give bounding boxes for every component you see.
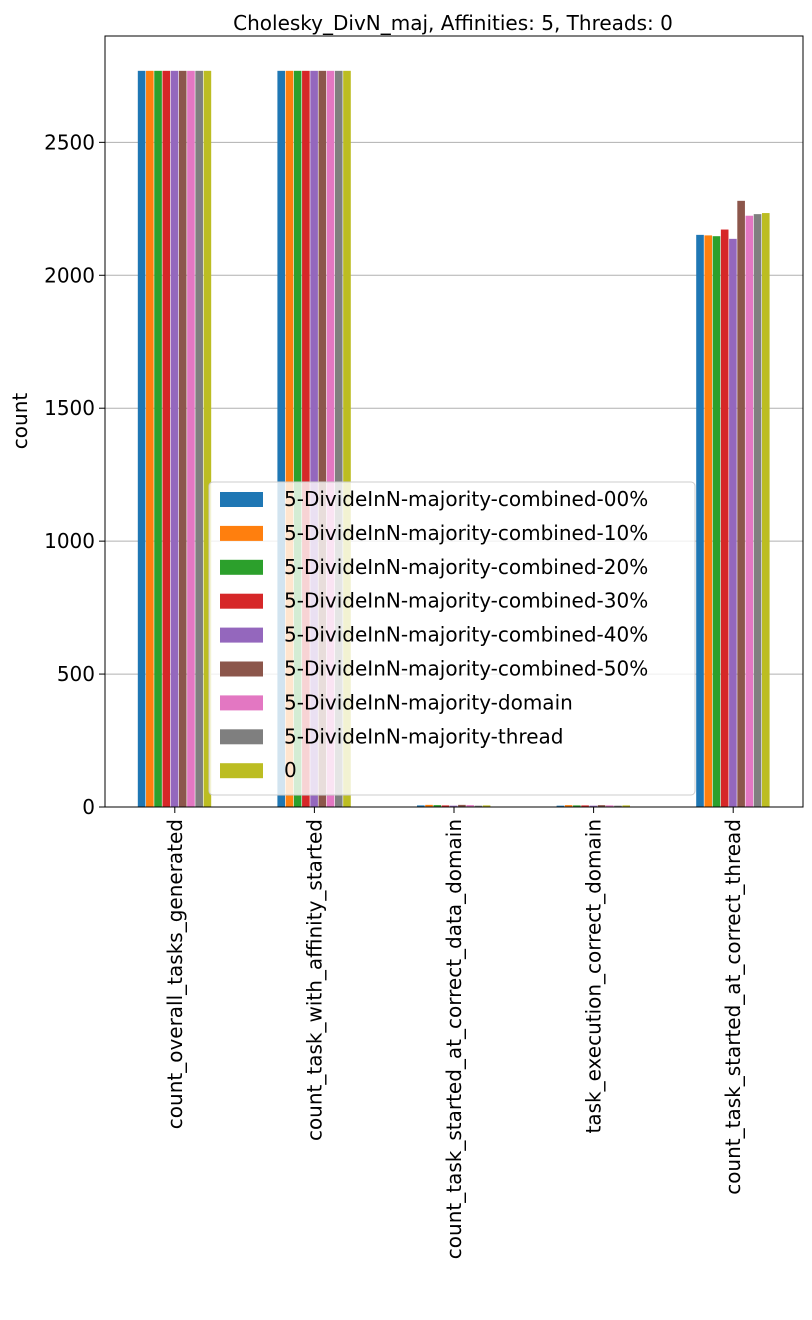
bar [597, 805, 606, 807]
y-tick-label: 500 [57, 662, 95, 686]
y-axis-title: count [8, 393, 32, 450]
legend: 5-DivideInN-majority-combined-00% 5-Divid… [208, 481, 696, 796]
bar [154, 70, 162, 807]
bar [729, 238, 737, 807]
bar [745, 215, 754, 807]
bar [556, 805, 565, 807]
x-tick-label: count_task_started_at_correct_data_domai… [442, 819, 466, 1259]
bar [441, 805, 450, 807]
y-tick-label: 2000 [44, 263, 95, 287]
bars [137, 70, 770, 808]
legend-swatch [220, 661, 263, 677]
bar [696, 234, 704, 808]
bar [573, 805, 581, 807]
bar [277, 70, 286, 807]
x-tick-label: count_task_with_affinity_started [302, 819, 326, 1141]
y-tick-label: 1500 [44, 396, 95, 420]
x-tick-label: count_overall_tasks_generated [163, 819, 187, 1129]
legend-swatch [220, 729, 263, 745]
bar [162, 70, 171, 807]
y-axis-ticks: 0 500 1000 1500 2000 2500 [44, 130, 105, 819]
legend-box [208, 481, 696, 796]
legend-swatch [220, 559, 263, 575]
x-tick-label: count_task_started_at_correct_thread [721, 819, 745, 1195]
bar [614, 805, 622, 807]
bar [146, 70, 154, 807]
legend-swatch [220, 492, 263, 507]
legend-label: 5-DivideInN-majority-combined-50% [284, 657, 648, 681]
legend-label: 5-DivideInN-majority-combined-40% [284, 623, 648, 647]
bar [449, 805, 458, 807]
bar [285, 70, 294, 807]
bar [310, 70, 318, 807]
bar [187, 70, 195, 807]
bar [425, 804, 433, 807]
x-tick-label: task_execution_correct_domain [582, 819, 606, 1134]
bar [334, 70, 343, 807]
bar [605, 805, 614, 807]
y-tick-label: 2500 [44, 130, 95, 154]
x-axis-ticks: count_overall_tasks_generated count_task_… [163, 807, 745, 1259]
bar [589, 805, 598, 807]
bar [564, 805, 573, 807]
bar [137, 70, 146, 807]
bar [761, 213, 770, 807]
bar [753, 214, 762, 808]
bar [482, 805, 491, 807]
legend-label: 5-DivideInN-majority-combined-30% [284, 589, 648, 613]
legend-label: 5-DivideInN-majority-domain [284, 690, 573, 714]
bar [195, 70, 203, 807]
chart-title: Cholesky_DivN_maj, Affinities: 5, Thread… [233, 11, 673, 35]
bar [433, 805, 442, 807]
bar [466, 805, 474, 807]
legend-swatch [220, 627, 263, 643]
legend-swatch [220, 695, 263, 711]
bar [712, 236, 721, 807]
bar [293, 70, 302, 807]
bar [318, 70, 327, 807]
bar [417, 805, 425, 807]
bar [622, 805, 630, 807]
legend-label: 5-DivideInN-majority-combined-00% [284, 487, 648, 511]
bar [474, 805, 483, 807]
y-tick-label: 0 [82, 795, 95, 819]
bar [302, 70, 310, 807]
bar [170, 70, 179, 807]
legend-swatch [220, 593, 263, 609]
bar [737, 200, 745, 808]
legend-label: 5-DivideInN-majority-combined-20% [284, 555, 648, 579]
bar [720, 229, 729, 807]
bar [178, 70, 187, 807]
legend-label: 0 [284, 758, 297, 782]
bar [704, 235, 713, 807]
bar [458, 804, 466, 807]
legend-swatch [220, 763, 263, 779]
bar [343, 70, 351, 807]
legend-label: 5-DivideInN-majority-combined-10% [284, 521, 648, 545]
legend-swatch [220, 525, 263, 541]
bar [581, 805, 589, 807]
bar [326, 70, 335, 807]
bar [203, 70, 212, 807]
legend-label: 5-DivideInN-majority-thread [284, 724, 563, 748]
y-tick-label: 1000 [44, 529, 95, 553]
